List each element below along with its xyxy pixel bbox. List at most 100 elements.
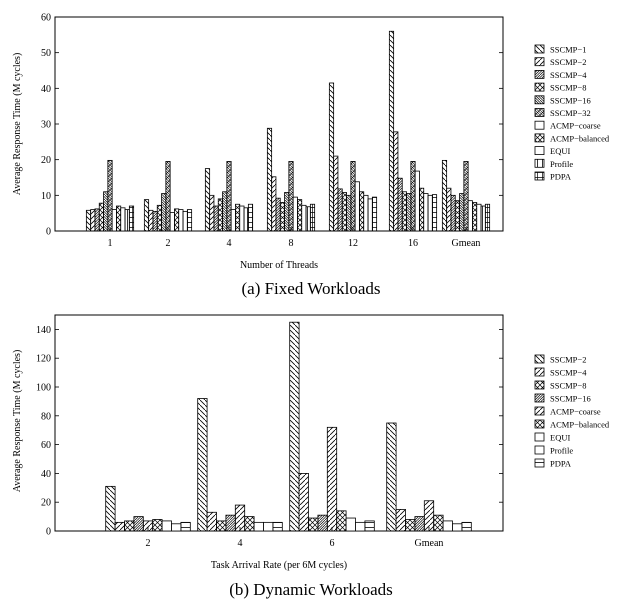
x-tick-label-6: 6: [330, 538, 335, 549]
bar-equi-gmean: [476, 203, 482, 232]
bar-sscmp-1-1: [85, 209, 92, 232]
bar-acmp-balanced-1: [116, 205, 122, 232]
bar-pdpa-1: [128, 205, 135, 232]
bar-sscmp-16-gmean: [459, 193, 465, 232]
y-tick-label: 30: [41, 120, 51, 131]
bar-profile-8: [305, 206, 311, 232]
bar-profile-2: [182, 210, 188, 232]
legend-label-sscmp-8: SSCMP−8: [550, 381, 586, 391]
bar-sscmp-8-1: [98, 202, 104, 232]
y-tick-label: 60: [41, 440, 51, 451]
x-tick-label-8: 8: [289, 238, 294, 249]
bar-sscmp-4-2: [114, 521, 125, 532]
legend-label-profile: Profile: [550, 446, 573, 456]
y-tick-label: 20: [41, 155, 51, 166]
caption-dynamic-workloads: (b) Dynamic Workloads: [229, 580, 393, 599]
legend-swatch-sscmp-1: [534, 44, 545, 54]
x-tick-label-1: 1: [108, 238, 113, 249]
bar-sscmp-4-gmean: [450, 194, 456, 232]
bar-acmp-coarse-gmean: [467, 200, 473, 232]
bar-acmp-balanced-gmean: [433, 514, 444, 532]
bar-sscmp-2-gmean: [446, 187, 452, 232]
legend-swatch-pdpa: [534, 171, 545, 181]
bar-acmp-balanced-12: [359, 191, 365, 232]
legend-swatch-sscmp-16: [534, 95, 545, 105]
bar-sscmp-32-4: [226, 161, 232, 232]
x-tick-label-16: 16: [408, 238, 418, 249]
legend-swatch-sscmp-4: [534, 367, 545, 377]
bar-sscmp-2-12: [333, 155, 339, 232]
bar-sscmp-2-4: [197, 398, 208, 532]
bar-sscmp-2-6: [289, 321, 300, 532]
bar-sscmp-1-8: [266, 127, 273, 232]
bar-sscmp-2-2: [148, 209, 154, 232]
y-axis-label: Average Response Time (M cycles): [12, 53, 23, 196]
bar-sscmp-8-12: [341, 192, 347, 232]
y-tick-label: 120: [36, 354, 51, 365]
bar-sscmp-16-6: [317, 514, 328, 532]
y-tick-label: 80: [41, 411, 51, 422]
legend-swatch-acmp-balanced: [534, 419, 545, 429]
y-axis-label: Average Response Time (M cycles): [12, 350, 23, 493]
bar-sscmp-2-gmean: [386, 422, 397, 532]
bar-sscmp-32-gmean: [463, 161, 469, 232]
bar-sscmp-2-8: [271, 176, 277, 232]
bar-acmp-coarse-1: [111, 209, 117, 232]
bar-acmp-coarse-8: [292, 196, 298, 232]
bar-profile-4: [243, 207, 249, 232]
bar-sscmp-4-1: [94, 208, 100, 232]
legend-swatch-acmp-coarse: [534, 120, 545, 130]
legend-swatch-sscmp-2: [534, 57, 545, 67]
bar-sscmp-4-4: [213, 205, 219, 232]
legend-label-pdpa: PDPA: [550, 459, 572, 469]
bar-sscmp-16-12: [346, 194, 352, 232]
legend-swatch-sscmp-4: [534, 70, 545, 79]
bar-sscmp-16-2: [133, 516, 144, 532]
bar-sscmp-8-gmean: [405, 519, 416, 532]
x-tick-label-2: 2: [166, 238, 171, 249]
bar-pdpa-2: [186, 209, 193, 232]
legend-label-acmp-coarse: ACMP−coarse: [550, 407, 601, 417]
bar-acmp-balanced-2: [174, 208, 180, 232]
bar-sscmp-1-12: [328, 82, 335, 232]
bar-sscmp-1-16: [388, 30, 395, 232]
legend-swatch-equi: [534, 146, 545, 156]
legend-swatch-sscmp-2: [534, 354, 545, 364]
bar-sscmp-8-4: [216, 520, 227, 532]
bar-sscmp-32-12: [350, 161, 356, 232]
bar-equi-16: [423, 193, 429, 232]
bar-sscmp-16-gmean: [414, 516, 425, 532]
bar-acmp-coarse-12: [354, 181, 360, 232]
legend-label-sscmp-16: SSCMP−16: [550, 95, 591, 105]
legend-swatch-sscmp-16: [534, 393, 545, 403]
legend-swatch-sscmp-32: [534, 108, 545, 117]
bar-pdpa-2: [180, 521, 191, 532]
bar-sscmp-4-4: [206, 511, 217, 532]
legend-label-sscmp-2: SSCMP−2: [550, 57, 586, 67]
x-tick-label-4: 4: [227, 238, 232, 249]
bar-profile-4: [263, 521, 274, 532]
x-tick-label-12: 12: [348, 238, 358, 249]
legend-label-sscmp-16: SSCMP−16: [550, 394, 591, 404]
legend-swatch-acmp-coarse: [534, 406, 545, 416]
bar-sscmp-8-2: [156, 204, 162, 232]
y-tick-label: 140: [36, 325, 51, 336]
x-tick-label-gmean: Gmean: [415, 538, 444, 549]
bar-sscmp-32-16: [410, 161, 416, 232]
bar-sscmp-32-8: [288, 161, 294, 232]
bar-sscmp-8-6: [308, 517, 319, 532]
bar-sscmp-32-1: [107, 159, 113, 232]
legend-label-acmp-balanced: ACMP−balanced: [550, 133, 610, 143]
bar-sscmp-2-4: [209, 194, 215, 232]
bar-sscmp-4-8: [275, 197, 281, 232]
bar-profile-gmean: [480, 205, 486, 232]
bar-sscmp-16-1: [103, 191, 109, 232]
bar-sscmp-2-16: [393, 131, 399, 232]
bar-profile-gmean: [452, 523, 463, 532]
bar-sscmp-16-4: [225, 514, 236, 532]
bar-acmp-coarse-4: [230, 209, 236, 232]
bar-equi-6: [345, 517, 356, 532]
y-tick-label: 40: [41, 84, 51, 95]
bar-acmp-balanced-6: [336, 510, 347, 532]
bar-acmp-balanced-2: [152, 519, 163, 532]
